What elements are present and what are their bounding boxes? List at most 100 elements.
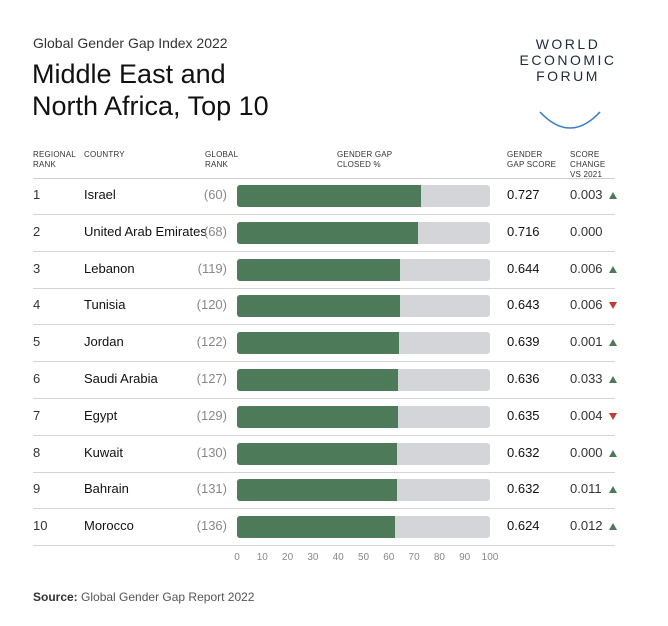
- bar: [237, 479, 397, 502]
- regional-rank: 7: [33, 407, 41, 423]
- table-row: 8 Kuwait (130) 0.632 0.000: [0, 436, 668, 473]
- source-text: Global Gender Gap Report 2022: [81, 590, 255, 604]
- x-tick-label: 30: [307, 552, 319, 563]
- x-tick-label: 10: [256, 552, 268, 563]
- up-arrow-icon: [609, 523, 617, 531]
- table-row: 7 Egypt (129) 0.635 0.004: [0, 399, 668, 436]
- row-divider: [33, 250, 615, 252]
- score-change-value: 0.012: [570, 518, 603, 534]
- table-row: 9 Bahrain (131) 0.632 0.011: [0, 472, 668, 510]
- logo-line-2: ECONOMIC: [519, 52, 617, 68]
- row-divider: [33, 508, 615, 510]
- x-tick-label: 80: [433, 552, 445, 563]
- x-tick-label: 70: [408, 552, 420, 563]
- regional-rank: 9: [33, 481, 41, 497]
- up-arrow-icon: [609, 339, 617, 347]
- country-name: United Arab Emirates: [84, 223, 207, 239]
- country-name: Jordan: [84, 334, 124, 350]
- regional-rank: 8: [33, 444, 41, 460]
- country-name: Egypt: [84, 407, 118, 423]
- header-gap-closed: GENDER GAP CLOSED %: [337, 150, 393, 169]
- regional-rank: 5: [33, 334, 41, 350]
- x-tick-label: 0: [234, 552, 240, 563]
- global-rank: (130): [196, 444, 227, 460]
- bar-track: [237, 442, 490, 465]
- score-change-value: 0.006: [570, 297, 603, 313]
- score-change-value: 0.000: [570, 223, 603, 239]
- regional-rank: 10: [33, 518, 48, 534]
- country-name: Saudi Arabia: [84, 371, 158, 386]
- bar: [237, 369, 398, 391]
- row-divider: [33, 214, 615, 215]
- table-row: 1 Israel (60) 0.727 0.003: [0, 178, 668, 215]
- row-divider: [33, 434, 615, 436]
- country-name: Morocco: [84, 518, 134, 534]
- regional-rank: 4: [33, 297, 41, 313]
- regional-rank: 1: [33, 187, 41, 202]
- gap-score-value: 0.635: [507, 407, 540, 423]
- up-arrow-icon: [609, 449, 617, 457]
- country-name: Tunisia: [84, 297, 126, 313]
- table-row: 2 United Arab Emirates (68) 0.716 0.000: [0, 215, 668, 252]
- gap-score-value: 0.716: [507, 223, 540, 239]
- row-divider: [33, 287, 615, 289]
- score-change-value: 0.003: [570, 187, 603, 202]
- bar-track: [237, 479, 490, 502]
- table-row: 4 Tunisia (120) 0.643 0.006: [0, 288, 668, 326]
- x-tick-label: 50: [357, 552, 370, 563]
- wef-logo: WORLD ECONOMIC FORUM: [508, 36, 628, 129]
- gap-score-value: 0.632: [507, 444, 540, 460]
- country-name: Israel: [84, 187, 116, 202]
- country-name: Kuwait: [84, 444, 124, 460]
- score-change-value: 0.004: [570, 407, 603, 423]
- row-divider: [33, 545, 615, 547]
- x-tick-label: 90: [459, 552, 471, 563]
- bar: [237, 332, 399, 355]
- regional-rank: 3: [33, 260, 41, 276]
- regional-rank: 2: [33, 223, 41, 239]
- global-rank: (120): [196, 297, 227, 313]
- table-row: 5 Jordan (122) 0.639 0.001: [0, 325, 668, 363]
- gap-score-value: 0.643: [507, 297, 540, 313]
- header-global-rank: GLOBAL RANK: [205, 150, 239, 169]
- row-divider: [33, 324, 615, 326]
- bar: [237, 405, 398, 428]
- score-change-value: 0.033: [570, 371, 603, 386]
- bar-track: [237, 185, 490, 207]
- up-arrow-icon: [609, 192, 617, 199]
- gap-score-value: 0.727: [507, 187, 540, 202]
- logo-arc-icon: [539, 111, 601, 129]
- bar-track: [237, 258, 490, 281]
- header-regional-rank: REGIONAL RANK: [33, 150, 76, 169]
- score-change-value: 0.001: [570, 334, 603, 350]
- up-arrow-icon: [609, 265, 617, 273]
- x-tick-label: 100: [481, 552, 499, 563]
- title-line-1: Middle East and: [32, 59, 226, 89]
- row-divider: [33, 361, 615, 363]
- gap-score-value: 0.639: [507, 334, 540, 350]
- bar-track: [237, 221, 490, 244]
- x-tick-label: 40: [332, 552, 344, 563]
- country-name: Bahrain: [84, 481, 129, 497]
- down-arrow-icon: [609, 412, 617, 420]
- score-change-value: 0.011: [570, 481, 602, 497]
- bar-track: [237, 295, 490, 318]
- gap-score-value: 0.644: [507, 260, 540, 276]
- global-rank: (68): [203, 223, 227, 239]
- global-rank: (127): [196, 371, 227, 386]
- global-rank: (136): [196, 518, 227, 534]
- header-divider: [33, 178, 615, 179]
- table-row: 6 Saudi Arabia (127) 0.636 0.033: [0, 362, 668, 399]
- global-rank: (131): [196, 481, 227, 497]
- source-label: Source:: [33, 590, 78, 604]
- score-change-value: 0.006: [570, 260, 603, 276]
- logo-line-1: WORLD: [535, 36, 601, 52]
- header-score-change: SCORE CHANGE VS 2021: [570, 150, 606, 179]
- up-arrow-icon: [609, 376, 617, 383]
- bar-track: [237, 369, 490, 391]
- row-divider: [33, 471, 615, 473]
- global-rank: (129): [196, 407, 227, 423]
- up-arrow-icon: [609, 486, 617, 494]
- x-tick-label: 60: [383, 552, 395, 563]
- global-rank: (119): [197, 260, 227, 276]
